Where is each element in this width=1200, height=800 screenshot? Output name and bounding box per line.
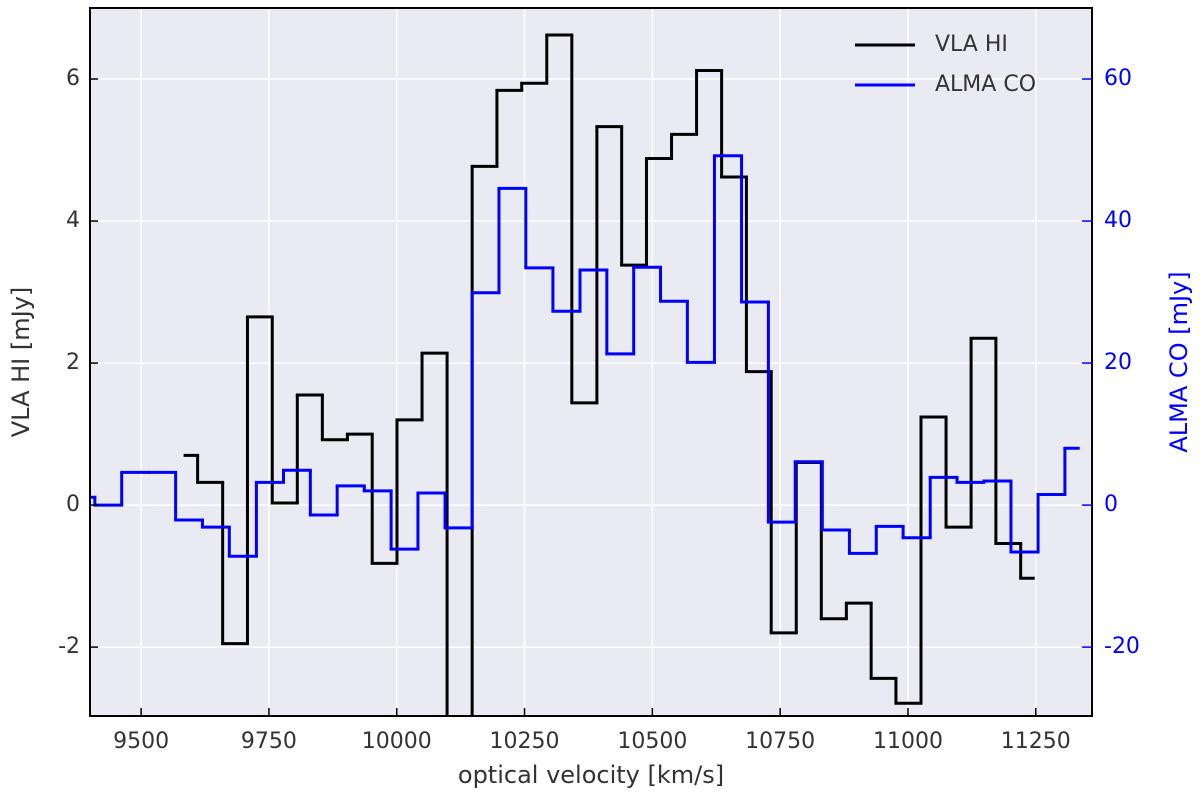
x-tick-label: 10250 xyxy=(490,729,560,754)
plot-background xyxy=(90,8,1092,716)
legend-label: VLA HI xyxy=(935,32,1008,57)
y-tick-label: -2 xyxy=(58,634,80,659)
y2-tick-label: 60 xyxy=(1104,66,1132,91)
grid xyxy=(90,8,1092,716)
y2-tick-label: 20 xyxy=(1104,350,1132,375)
x-tick-label: 10000 xyxy=(362,729,432,754)
y-tick-label: 6 xyxy=(66,66,80,91)
axes: 9500 9750 10000 10250 10500 10750 11000 11250 -2… xyxy=(58,32,1140,754)
x-tick-label: 10500 xyxy=(617,729,687,754)
y2-tick-label: 0 xyxy=(1104,492,1118,517)
y-tick-label: 4 xyxy=(66,208,80,233)
x-tick-label: 11000 xyxy=(873,729,943,754)
y2-tick-label: -20 xyxy=(1104,634,1140,659)
y-tick-label: 0 xyxy=(66,492,80,517)
x-tick-label: 11250 xyxy=(1001,729,1071,754)
x-tick-label: 10750 xyxy=(745,729,815,754)
x-tick-label: 9500 xyxy=(113,729,169,754)
plot-frame xyxy=(89,7,1093,717)
y2-axis-label: ALMA CO [mJy] xyxy=(1165,271,1193,452)
x-axis-label: optical velocity [km/s] xyxy=(458,761,724,789)
x-tick-label: 9750 xyxy=(241,729,297,754)
legend-label: ALMA CO xyxy=(935,72,1036,97)
y-tick-label: 2 xyxy=(66,350,80,375)
plot-marks xyxy=(90,33,1080,716)
y-axis-label: VLA HI [mJy] xyxy=(7,287,35,438)
y2-tick-label: 40 xyxy=(1104,208,1132,233)
